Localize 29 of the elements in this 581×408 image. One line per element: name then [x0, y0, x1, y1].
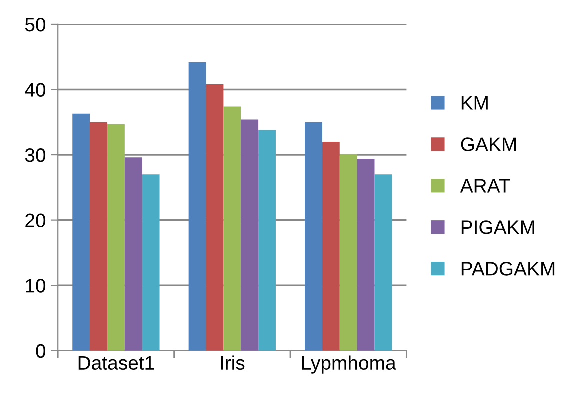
y-tick-label: 50 — [25, 18, 46, 32]
y-tick-label: 30 — [25, 148, 46, 162]
bar — [224, 106, 242, 351]
x-tick-label: Iris — [221, 356, 245, 370]
bar — [322, 142, 340, 351]
x-tick-label: Lypmhoma — [302, 356, 396, 374]
y-tick-label: 40 — [25, 83, 46, 97]
bar — [188, 62, 206, 351]
legend-label: PADGAKM — [462, 262, 555, 276]
bar — [374, 174, 392, 351]
x-tick-label: Dataset1 — [78, 356, 154, 370]
y-tick-label: 0 — [36, 344, 46, 358]
legend-label: KM — [462, 96, 488, 110]
bar — [124, 158, 142, 351]
bar — [107, 124, 125, 351]
bar — [241, 120, 259, 351]
y-tick-label: 10 — [26, 279, 46, 293]
legend-label: ARAT — [460, 179, 510, 193]
legend-label: GAKM — [461, 138, 516, 152]
bar — [142, 174, 160, 351]
bar — [72, 114, 90, 351]
legend-label: PIGAKM — [462, 220, 534, 234]
y-tick-label: 20 — [26, 214, 46, 228]
bar — [340, 154, 358, 351]
bar — [258, 130, 276, 351]
bar — [90, 122, 108, 351]
bar — [305, 122, 322, 351]
bar — [206, 84, 224, 351]
bar — [357, 158, 375, 351]
